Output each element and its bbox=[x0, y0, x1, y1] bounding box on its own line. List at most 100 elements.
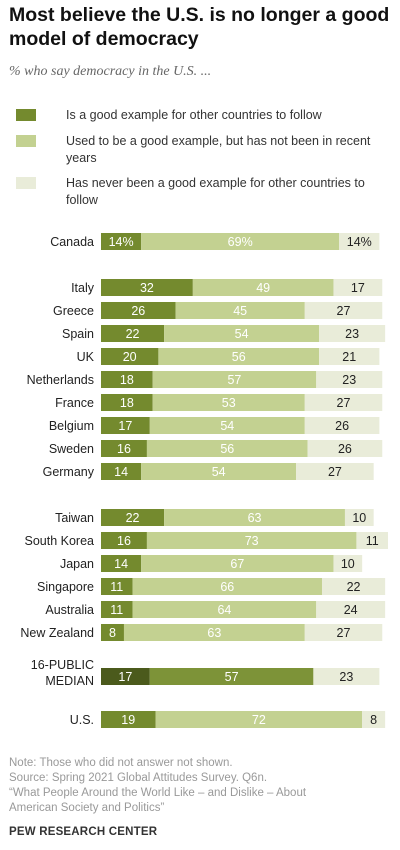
bar-used-to bbox=[155, 711, 363, 728]
bar-good bbox=[101, 417, 150, 434]
bar-used-to bbox=[132, 578, 322, 595]
source-line: Source: Spring 2021 Global Attitudes Sur… bbox=[9, 772, 268, 784]
legend-swatch-good bbox=[16, 109, 36, 121]
value-label-good: 14 bbox=[114, 557, 128, 571]
bar-never bbox=[307, 440, 383, 457]
bar-good bbox=[101, 302, 176, 319]
bar-good bbox=[101, 325, 165, 342]
value-label-used-to: 54 bbox=[235, 327, 249, 341]
value-label-good: 18 bbox=[120, 396, 134, 410]
bar-good bbox=[101, 440, 147, 457]
category-label: Belgium bbox=[49, 419, 94, 433]
bar-used-to bbox=[175, 302, 305, 319]
bar-never bbox=[296, 463, 374, 480]
value-label-used-to: 72 bbox=[252, 713, 266, 727]
category-label: Canada bbox=[50, 235, 94, 249]
category-label: Taiwan bbox=[55, 511, 94, 525]
category-label: South Korea bbox=[25, 534, 95, 548]
value-label-used-to: 54 bbox=[212, 465, 226, 479]
value-label-never: 23 bbox=[345, 327, 359, 341]
bar-good bbox=[101, 233, 142, 250]
value-label-never: 24 bbox=[344, 603, 358, 617]
value-label-good: 20 bbox=[123, 350, 137, 364]
bar-used-to bbox=[149, 417, 305, 434]
bar-never bbox=[339, 233, 380, 250]
bar-used-to bbox=[158, 348, 320, 365]
value-label-never: 10 bbox=[341, 557, 355, 571]
value-label-used-to: 45 bbox=[233, 304, 247, 318]
value-label-good: 16 bbox=[117, 442, 131, 456]
value-label-never: 22 bbox=[347, 580, 361, 594]
bar-never bbox=[304, 302, 383, 319]
value-label-used-to: 63 bbox=[207, 626, 221, 640]
value-label-used-to: 67 bbox=[230, 557, 244, 571]
value-label-good: 11 bbox=[110, 580, 123, 594]
bar-never bbox=[319, 325, 386, 342]
bar-never bbox=[313, 668, 380, 685]
category-label: Italy bbox=[71, 281, 95, 295]
value-label-good: 11 bbox=[110, 603, 123, 617]
bar-used-to bbox=[123, 624, 305, 641]
value-label-good: 14% bbox=[109, 235, 134, 249]
bar-never bbox=[356, 532, 388, 549]
value-label-never: 27 bbox=[337, 626, 351, 640]
value-label-good: 14 bbox=[114, 465, 128, 479]
value-label-never: 11 bbox=[366, 534, 379, 548]
bar-never bbox=[333, 279, 383, 296]
bar-good bbox=[101, 279, 193, 296]
value-label-never: 27 bbox=[337, 396, 351, 410]
bar-used-to bbox=[146, 440, 308, 457]
report-title-line: “What People Around the World Like – and… bbox=[9, 787, 307, 799]
bar-good bbox=[101, 532, 147, 549]
bar-good bbox=[101, 509, 165, 526]
legend-label-good: Is a good example for other countries to… bbox=[66, 108, 322, 122]
category-label: Australia bbox=[45, 603, 94, 617]
bar-never bbox=[319, 348, 380, 365]
bar-never bbox=[316, 371, 383, 388]
category-label: Sweden bbox=[49, 442, 94, 456]
bar-used-to bbox=[192, 279, 334, 296]
value-label-used-to: 49 bbox=[256, 281, 270, 295]
report-title-line: American Society and Politics” bbox=[9, 802, 165, 814]
note-line: Note: Those who did not answer not shown… bbox=[9, 757, 233, 769]
value-label-used-to: 57 bbox=[227, 373, 241, 387]
value-label-used-to: 73 bbox=[245, 534, 259, 548]
bar-good bbox=[101, 348, 159, 365]
value-label-good: 18 bbox=[120, 373, 134, 387]
value-label-good: 17 bbox=[118, 670, 132, 684]
value-label-used-to: 56 bbox=[220, 442, 234, 456]
bar-used-to bbox=[164, 509, 345, 526]
bar-used-to bbox=[149, 668, 314, 685]
value-label-good: 16 bbox=[117, 534, 131, 548]
value-label-used-to: 56 bbox=[232, 350, 246, 364]
bar-never bbox=[333, 555, 363, 572]
category-label: Germany bbox=[43, 465, 95, 479]
value-label-used-to: 53 bbox=[222, 396, 236, 410]
value-label-good: 22 bbox=[126, 327, 140, 341]
bar-used-to bbox=[152, 394, 305, 411]
value-label-good: 17 bbox=[118, 419, 132, 433]
bar-good bbox=[101, 371, 153, 388]
bar-used-to bbox=[141, 463, 297, 480]
legend-label-never: Has never been a good example for other … bbox=[66, 176, 365, 207]
bar-never bbox=[344, 509, 374, 526]
value-label-good: 19 bbox=[121, 713, 135, 727]
bar-used-to bbox=[141, 555, 334, 572]
bar-never bbox=[304, 417, 380, 434]
bar-good bbox=[101, 578, 133, 595]
value-label-never: 14% bbox=[347, 235, 372, 249]
bar-never bbox=[316, 601, 386, 618]
value-label-used-to: 57 bbox=[225, 670, 239, 684]
legend-swatch-used-to bbox=[16, 135, 36, 147]
category-label: Greece bbox=[53, 304, 94, 318]
value-label-good: 8 bbox=[109, 626, 116, 640]
bar-good bbox=[101, 394, 153, 411]
bar-never bbox=[304, 394, 383, 411]
bar-good bbox=[101, 463, 142, 480]
bar-good bbox=[101, 555, 142, 572]
value-label-never: 23 bbox=[339, 670, 353, 684]
legend-label-used-to: Used to be a good example, but has not b… bbox=[66, 134, 371, 165]
category-label: MEDIAN bbox=[45, 674, 94, 688]
category-label: Spain bbox=[62, 327, 94, 341]
